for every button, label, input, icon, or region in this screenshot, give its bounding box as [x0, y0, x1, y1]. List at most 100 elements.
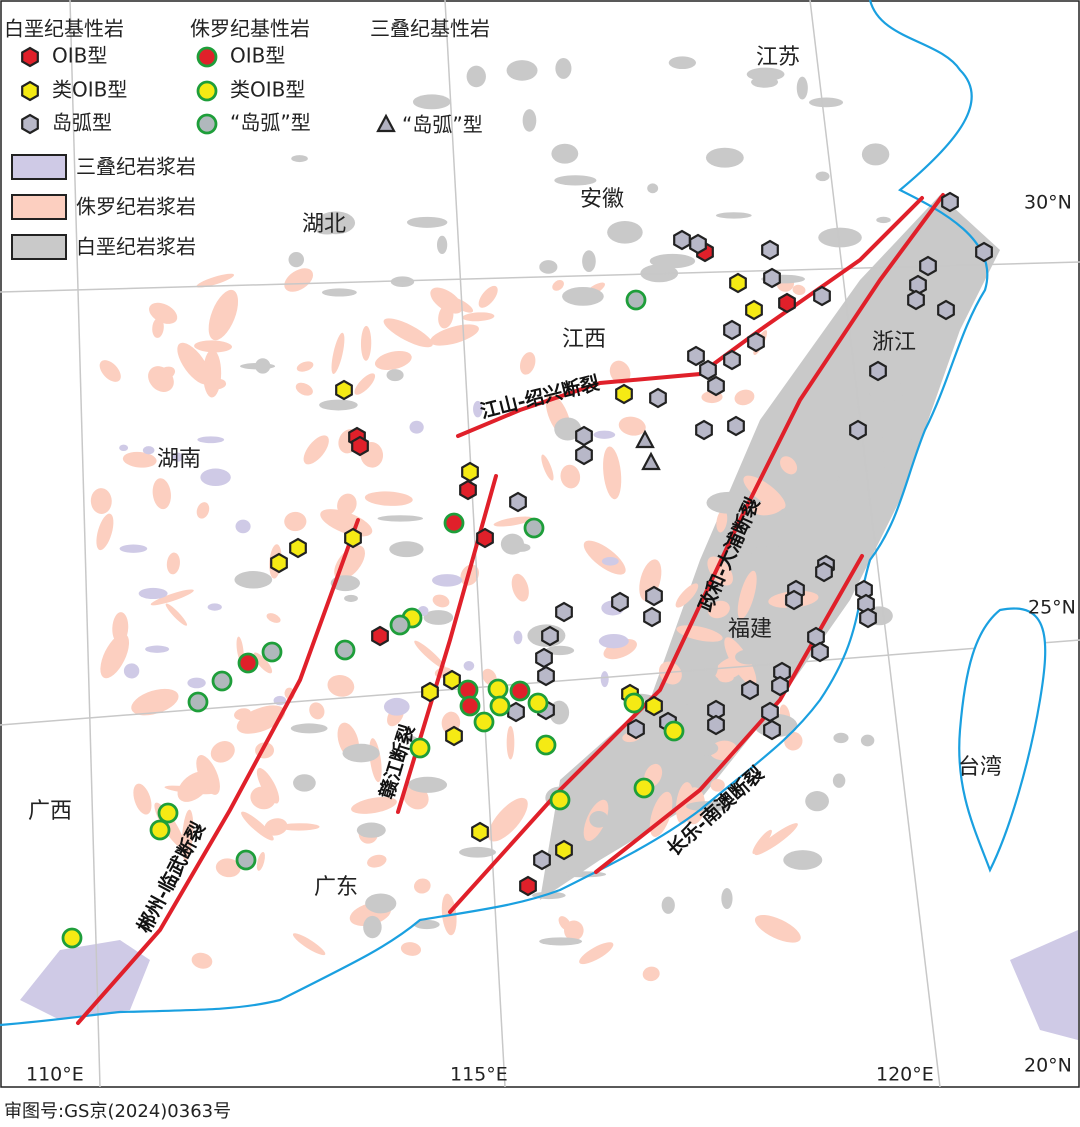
circle-marker: [196, 113, 218, 135]
jurassic-outcrop: [215, 858, 241, 878]
hexagon-marker: [643, 606, 661, 628]
jurassic-outcrop: [360, 325, 372, 361]
fault-line: [594, 554, 864, 874]
hexagon-marker: [507, 701, 525, 723]
hexagon-marker: [813, 285, 831, 307]
region-label: 广西: [28, 799, 72, 824]
hexagon-marker: [555, 601, 573, 623]
cretaceous-outcrop: [555, 57, 572, 79]
region-label: 江西: [562, 327, 606, 352]
cretaceous-outcrop: [691, 740, 719, 756]
cretaceous-outcrop: [436, 235, 448, 255]
jurassic-outcrop: [210, 741, 235, 763]
cretaceous-outcrop: [705, 655, 718, 678]
triassic-outcrop: [145, 645, 170, 653]
jurassic-outcrop: [236, 705, 286, 734]
jurassic-outcrop: [112, 612, 129, 644]
cretaceous-outcrop: [796, 76, 808, 100]
jurassic-outcrop: [552, 280, 564, 291]
cretaceous-outcrop: [715, 212, 752, 219]
jurassic-outcrop: [737, 570, 757, 620]
legend-item: “岛弧”型: [402, 113, 483, 137]
hexagon-marker: [763, 719, 781, 741]
jurassic-outcrop: [642, 966, 660, 982]
cretaceous-outcrop: [389, 541, 424, 558]
region-label: 湖北: [302, 212, 346, 237]
triassic-outcrop: [187, 677, 206, 689]
coord-label: 110°E: [26, 1064, 84, 1086]
hexagon-marker: [627, 718, 645, 740]
hexagon-marker: [537, 665, 555, 687]
coord-label: 25°N: [1028, 597, 1076, 619]
cretaceous-outcrop: [561, 871, 607, 878]
triassic-outcrop: [200, 468, 231, 487]
triassic-outcrop: [119, 544, 148, 553]
jurassic-outcrop: [278, 823, 320, 831]
jurassic-outcrop: [131, 688, 179, 716]
circle-marker: [459, 695, 481, 717]
cretaceous-outcrop: [686, 801, 731, 812]
cretaceous-outcrop: [551, 143, 579, 164]
jurassic-outcrop: [256, 851, 265, 871]
circle-marker: [334, 639, 356, 661]
cretaceous-outcrop: [316, 211, 356, 235]
legend-item: 岛弧型: [52, 111, 112, 135]
triassic-area: [20, 940, 150, 1020]
hexagon-marker: [707, 714, 725, 736]
legend-item: OIB型: [230, 44, 285, 68]
hexagon-marker: [533, 849, 551, 871]
jurassic-outcrop: [253, 652, 273, 674]
cretaceous-outcrop: [668, 56, 696, 70]
cretaceous-outcrop: [293, 774, 316, 792]
cretaceous-outcrop: [344, 594, 358, 602]
jurassic-outcrop: [432, 594, 450, 608]
hexagon-marker: [21, 46, 39, 68]
hexagon-marker: [575, 425, 593, 447]
cretaceous-outcrop: [661, 896, 675, 914]
jurassic-outcrop: [462, 312, 495, 322]
hexagon-marker: [645, 695, 663, 717]
hexagon-marker: [645, 585, 663, 607]
hexagon-marker: [344, 527, 362, 549]
jurassic-outcrop: [196, 273, 235, 288]
jurassic-outcrop: [579, 942, 614, 965]
cretaceous-outcrop: [818, 227, 862, 248]
cretaceous-outcrop: [705, 147, 744, 168]
cretaceous-outcrop: [607, 220, 643, 244]
cretaceous-outcrop: [459, 846, 496, 858]
cretaceous-outcrop: [539, 937, 583, 946]
circle-marker: [523, 517, 545, 539]
jurassic-outcrop: [99, 360, 121, 382]
jurassic-outcrop: [414, 640, 446, 670]
triassic-outcrop: [235, 519, 251, 534]
triassic-outcrop: [473, 400, 483, 418]
coord-label: 115°E: [450, 1064, 508, 1086]
cretaceous-outcrop: [832, 773, 846, 788]
jurassic-outcrop: [150, 589, 194, 606]
jurassic-outcrop: [303, 435, 329, 465]
cretaceous-outcrop: [386, 369, 404, 382]
jurassic-outcrop: [96, 513, 114, 551]
triassic-outcrop: [409, 420, 424, 434]
circle-marker: [389, 614, 411, 636]
hexagon-marker: [459, 479, 477, 501]
lon-line: [69, 0, 101, 1088]
region-label: 广东: [314, 875, 358, 900]
hexagon-marker: [461, 461, 479, 483]
triassic-outcrop: [138, 587, 168, 600]
jurassic-outcrop: [177, 342, 211, 385]
hexagon-marker: [611, 591, 629, 613]
circle-marker: [489, 695, 511, 717]
cretaceous-outcrop: [721, 888, 733, 910]
legend-swatch: [11, 234, 67, 260]
hexagon-marker: [695, 419, 713, 441]
cretaceous-outcrop: [833, 732, 849, 744]
hexagon-marker: [707, 375, 725, 397]
fault-line: [76, 518, 360, 1025]
circle-marker: [211, 670, 233, 692]
legend-item: 三叠纪岩浆岩: [76, 155, 196, 179]
cretaceous-outcrop: [363, 915, 382, 939]
jurassic-outcrop: [122, 451, 157, 468]
triassic-outcrop: [207, 603, 222, 611]
